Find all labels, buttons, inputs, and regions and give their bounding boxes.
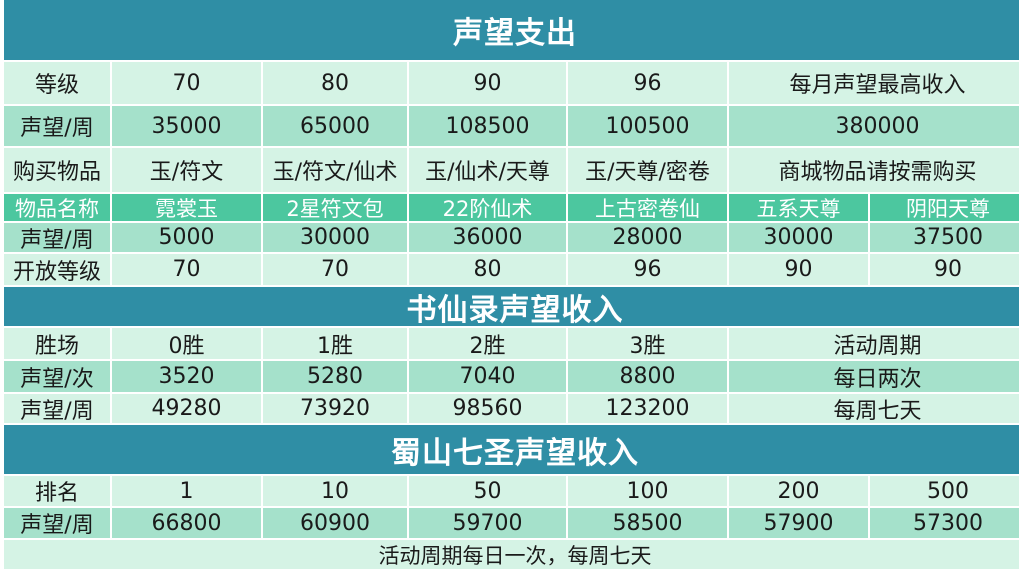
weekly-reputation-cell[interactable]: 108500 — [409, 106, 566, 146]
row-label-weekly-reputation[interactable]: 声望/周 — [4, 394, 110, 423]
open-level-cell[interactable]: 70 — [112, 254, 261, 285]
weekly-reputation-cell[interactable]: 100500 — [568, 106, 727, 146]
rank-weekly-cell[interactable]: 60900 — [263, 508, 407, 538]
weekly-income-cell[interactable]: 123200 — [568, 394, 727, 423]
per-time-cell[interactable]: 8800 — [568, 361, 727, 392]
row-label-item-weekly-reputation[interactable]: 声望/周 — [4, 223, 110, 252]
row-label-weekly-reputation[interactable]: 声望/周 — [4, 106, 110, 146]
item-weekly-cell[interactable]: 36000 — [409, 223, 566, 252]
weekly-income-cell[interactable]: 73920 — [263, 394, 407, 423]
open-level-cell[interactable]: 80 — [409, 254, 566, 285]
item-name-cell[interactable]: 五系天尊 — [729, 194, 868, 221]
level-cell[interactable]: 70 — [112, 62, 261, 104]
wins-cell[interactable]: 0胜 — [112, 328, 261, 359]
row-label-reputation-per-time[interactable]: 声望/次 — [4, 361, 110, 392]
activity-period-weekly[interactable]: 每周七天 — [729, 394, 1019, 423]
activity-period-note[interactable]: 活动周期每日一次，每周七天 — [4, 540, 1019, 569]
rank-weekly-cell[interactable]: 66800 — [112, 508, 261, 538]
rank-weekly-cell[interactable]: 57300 — [870, 508, 1019, 538]
rank-cell[interactable]: 10 — [263, 476, 407, 506]
row-label-open-level[interactable]: 开放等级 — [4, 254, 110, 285]
rank-cell[interactable]: 1 — [112, 476, 261, 506]
item-weekly-cell[interactable]: 5000 — [112, 223, 261, 252]
rank-cell[interactable]: 100 — [568, 476, 727, 506]
open-level-cell[interactable]: 96 — [568, 254, 727, 285]
per-time-cell[interactable]: 3520 — [112, 361, 261, 392]
weekly-reputation-cell[interactable]: 65000 — [263, 106, 407, 146]
row-label-rank[interactable]: 排名 — [4, 476, 110, 506]
item-weekly-cell[interactable]: 30000 — [263, 223, 407, 252]
weekly-reputation-cell[interactable]: 35000 — [112, 106, 261, 146]
item-name-cell[interactable]: 阴阳天尊 — [870, 194, 1019, 221]
level-cell[interactable]: 96 — [568, 62, 727, 104]
per-time-cell[interactable]: 5280 — [263, 361, 407, 392]
wins-cell[interactable]: 1胜 — [263, 328, 407, 359]
weekly-income-cell[interactable]: 98560 — [409, 394, 566, 423]
row-label-purchase-items[interactable]: 购买物品 — [4, 148, 110, 192]
row-label-weekly-reputation[interactable]: 声望/周 — [4, 508, 110, 538]
weekly-income-cell[interactable]: 49280 — [112, 394, 261, 423]
wins-cell[interactable]: 2胜 — [409, 328, 566, 359]
item-name-cell[interactable]: 2星符文包 — [263, 194, 407, 221]
rank-cell[interactable]: 200 — [729, 476, 868, 506]
row-label-item-name[interactable]: 物品名称 — [4, 194, 110, 221]
item-weekly-cell[interactable]: 30000 — [729, 223, 868, 252]
rank-cell[interactable]: 500 — [870, 476, 1019, 506]
section-title-shuxianlu-income[interactable]: 书仙录声望收入 — [4, 287, 1019, 326]
item-weekly-cell[interactable]: 28000 — [568, 223, 727, 252]
purchase-item-cell[interactable]: 玉/符文/仙术 — [263, 148, 407, 192]
open-level-cell[interactable]: 90 — [870, 254, 1019, 285]
section-title-shushan-income[interactable]: 蜀山七圣声望收入 — [4, 425, 1019, 474]
monthly-max-income-value[interactable]: 380000 — [729, 106, 1019, 146]
item-name-cell[interactable]: 上古密卷仙 — [568, 194, 727, 221]
purchase-item-cell[interactable]: 玉/符文 — [112, 148, 261, 192]
purchase-item-cell[interactable]: 玉/天尊/密卷 — [568, 148, 727, 192]
activity-period-daily[interactable]: 每日两次 — [729, 361, 1019, 392]
rank-weekly-cell[interactable]: 58500 — [568, 508, 727, 538]
rank-weekly-cell[interactable]: 59700 — [409, 508, 566, 538]
row-label-wins[interactable]: 胜场 — [4, 328, 110, 359]
open-level-cell[interactable]: 90 — [729, 254, 868, 285]
item-weekly-cell[interactable]: 37500 — [870, 223, 1019, 252]
level-cell[interactable]: 80 — [263, 62, 407, 104]
purchase-item-cell[interactable]: 玉/仙术/天尊 — [409, 148, 566, 192]
rank-weekly-cell[interactable]: 57900 — [729, 508, 868, 538]
item-name-cell[interactable]: 霓裳玉 — [112, 194, 261, 221]
activity-period-header[interactable]: 活动周期 — [729, 328, 1019, 359]
item-name-cell[interactable]: 22阶仙术 — [409, 194, 566, 221]
reputation-spreadsheet: 声望支出 等级 70 80 90 96 每月声望最高收入 声望/周 35000 … — [4, 0, 1019, 569]
shop-items-note[interactable]: 商城物品请按需购买 — [729, 148, 1019, 192]
row-label-level[interactable]: 等级 — [4, 62, 110, 104]
rank-cell[interactable]: 50 — [409, 476, 566, 506]
wins-cell[interactable]: 3胜 — [568, 328, 727, 359]
level-cell[interactable]: 90 — [409, 62, 566, 104]
monthly-max-income-header[interactable]: 每月声望最高收入 — [729, 62, 1019, 104]
per-time-cell[interactable]: 7040 — [409, 361, 566, 392]
open-level-cell[interactable]: 70 — [263, 254, 407, 285]
section-title-reputation-spending[interactable]: 声望支出 — [4, 0, 1019, 60]
